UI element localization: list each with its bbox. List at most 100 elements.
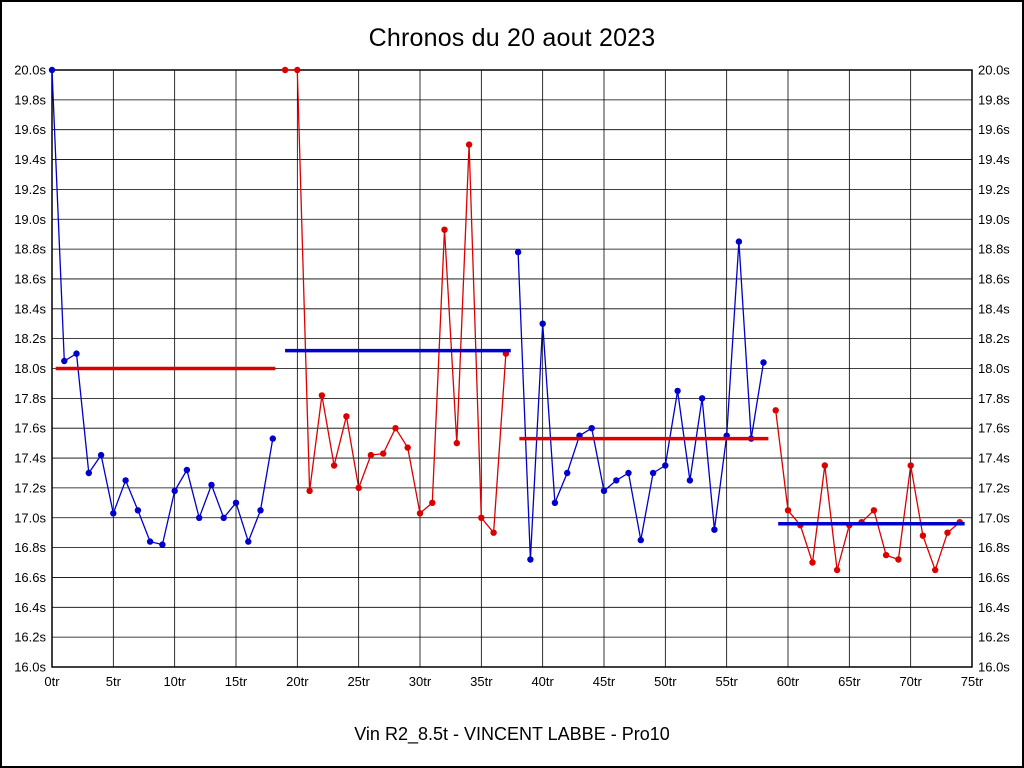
y-axis-tick-left: 17.4s xyxy=(14,451,46,466)
y-axis-tick-left: 17.0s xyxy=(14,510,46,525)
y-axis-tick-right: 16.8s xyxy=(978,540,1010,555)
data-point xyxy=(514,248,522,256)
data-point xyxy=(294,66,301,74)
data-point xyxy=(527,556,534,563)
data-point xyxy=(355,484,362,492)
data-point xyxy=(686,477,694,484)
x-axis-tick: 55tr xyxy=(715,674,738,689)
y-axis-tick-right: 20.0s xyxy=(978,63,1010,78)
y-axis-tick-right: 19.4s xyxy=(978,152,1010,167)
x-axis-tick: 25tr xyxy=(347,674,370,689)
data-point xyxy=(73,350,80,357)
chart-title: Chronos du 20 aout 2023 xyxy=(368,24,656,52)
data-point xyxy=(735,238,743,245)
data-point xyxy=(110,510,117,517)
x-axis-tick: 35tr xyxy=(470,674,493,689)
y-axis-tick-left: 19.4s xyxy=(14,152,46,167)
data-point xyxy=(257,507,264,514)
data-point xyxy=(674,387,681,395)
data-point xyxy=(833,566,841,574)
data-point xyxy=(97,451,105,459)
y-axis-tick-left: 18.2s xyxy=(14,331,46,346)
data-point xyxy=(772,407,779,414)
data-point xyxy=(490,529,497,536)
y-axis-tick-left: 18.6s xyxy=(14,271,46,286)
y-axis-tick-right: 16.4s xyxy=(978,600,1010,615)
data-point xyxy=(318,392,326,399)
data-point xyxy=(306,487,313,495)
plot-border xyxy=(51,69,973,668)
y-axis-tick-left: 17.2s xyxy=(14,480,46,495)
x-axis-tick: 70tr xyxy=(899,674,922,689)
data-point xyxy=(539,320,546,327)
y-axis-tick-left: 19.2s xyxy=(14,182,46,197)
x-axis-tick: 0tr xyxy=(44,674,60,689)
data-point xyxy=(122,477,129,484)
data-point xyxy=(895,556,902,563)
data-point xyxy=(588,425,595,432)
y-axis-tick-left: 16.8s xyxy=(14,540,46,555)
data-point xyxy=(919,532,927,539)
y-axis-tick-left: 19.8s xyxy=(14,92,46,107)
y-axis-tick-left: 19.6s xyxy=(14,122,46,137)
y-axis-tick-right: 16.6s xyxy=(978,570,1010,585)
data-point xyxy=(61,357,68,365)
y-axis-tick-right: 19.0s xyxy=(978,212,1010,227)
x-axis-tick: 40tr xyxy=(531,674,554,689)
y-axis-tick-left: 18.4s xyxy=(14,301,46,316)
data-point xyxy=(281,66,289,74)
x-axis-tick: 15tr xyxy=(225,674,248,689)
y-axis-tick-left: 17.8s xyxy=(14,391,46,406)
data-point xyxy=(662,462,669,469)
data-point xyxy=(171,487,178,495)
chart-canvas: 16.0s 16.0s 16.2s 16.2s 16.4s 16.4s 16.6s 16.6s… xyxy=(14,63,1010,690)
data-point xyxy=(453,439,460,447)
data-point xyxy=(551,499,559,506)
y-axis-tick-right: 19.8s xyxy=(978,92,1010,107)
data-point xyxy=(220,514,227,521)
data-point xyxy=(159,541,166,548)
y-axis-tick-right: 18.6s xyxy=(978,271,1010,286)
y-axis-tick-right: 16.2s xyxy=(978,630,1010,645)
data-point xyxy=(330,462,338,469)
data-point xyxy=(600,487,608,495)
data-point xyxy=(441,226,448,233)
data-point xyxy=(564,469,571,477)
data-point xyxy=(613,477,620,484)
data-point xyxy=(465,141,473,148)
data-point xyxy=(48,66,56,74)
data-point xyxy=(245,538,252,545)
series-stint-1-blue xyxy=(48,66,276,548)
y-axis-tick-left: 19.0s xyxy=(14,212,46,227)
x-axis-tick: 10tr xyxy=(163,674,186,689)
data-point xyxy=(932,566,939,574)
data-point xyxy=(637,536,644,544)
x-axis-tick: 30tr xyxy=(409,674,432,689)
y-axis-tick-right: 19.6s xyxy=(978,122,1010,137)
data-point xyxy=(134,507,142,514)
series-stint-3-blue xyxy=(514,238,767,563)
data-point xyxy=(882,551,890,559)
y-axis-tick-left: 16.2s xyxy=(14,630,46,645)
x-axis-tick: 50tr xyxy=(654,674,677,689)
data-point xyxy=(711,526,718,533)
data-point xyxy=(416,510,424,517)
data-point xyxy=(625,469,632,477)
y-axis-tick-left: 18.8s xyxy=(14,242,46,257)
y-axis-tick-left: 18.0s xyxy=(14,361,46,376)
data-point xyxy=(944,529,951,536)
data-point xyxy=(698,395,706,402)
data-point xyxy=(649,469,657,477)
y-axis-tick-right: 17.8s xyxy=(978,391,1010,406)
data-point xyxy=(343,413,350,420)
data-point xyxy=(196,514,203,521)
y-axis-tick-right: 17.4s xyxy=(978,451,1010,466)
data-point xyxy=(85,469,93,477)
y-axis-tick-right: 17.2s xyxy=(978,480,1010,495)
y-axis-tick-left: 16.4s xyxy=(14,600,46,615)
y-axis-tick-right: 18.2s xyxy=(978,331,1010,346)
y-axis-tick-right: 18.4s xyxy=(978,301,1010,316)
series-stint-4-red xyxy=(772,407,963,574)
data-point xyxy=(760,359,767,366)
y-axis-tick-left: 16.6s xyxy=(14,570,46,585)
